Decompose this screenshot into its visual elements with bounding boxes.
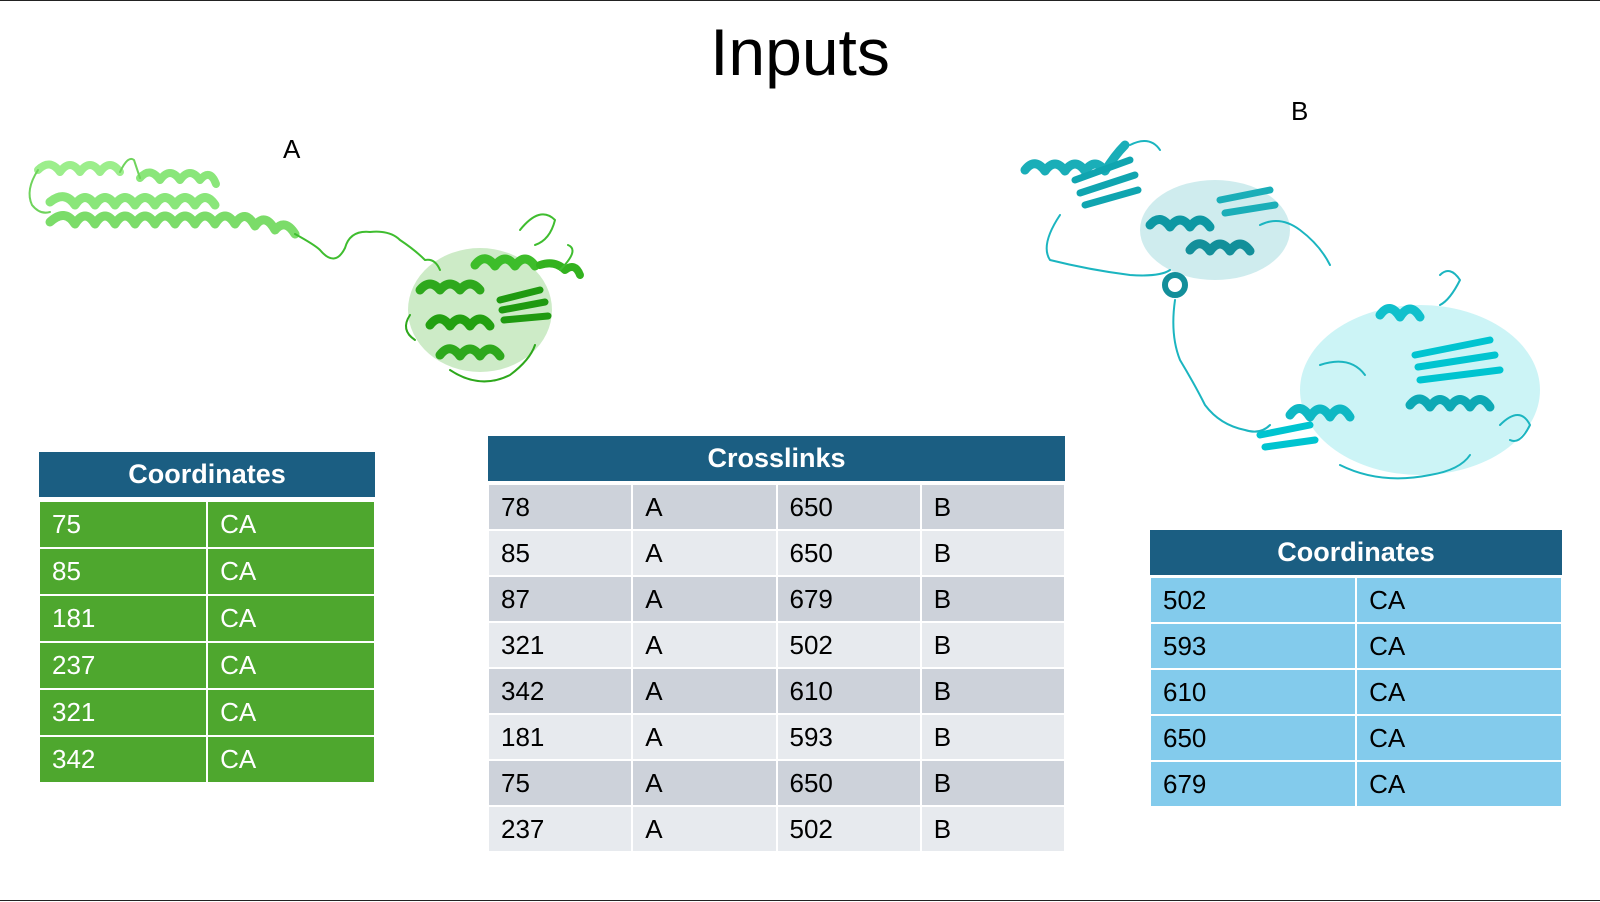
chain-b-cell: B	[919, 529, 1067, 577]
residue-cell: 75	[37, 498, 209, 549]
table-row: 342 A 610 B	[486, 667, 1067, 715]
table-row: 75 CA	[37, 498, 376, 549]
coordinates-table-a: Coordinates 75 CA 85 CA 181 CA 237 CA 321 CA …	[37, 452, 376, 784]
table-row: 237 A 502 B	[486, 805, 1067, 853]
top-border	[0, 0, 1600, 1]
table-row: 237 CA	[37, 641, 376, 690]
table-header: Crosslinks	[488, 436, 1065, 485]
protein-b-structure	[1020, 140, 1540, 480]
slide-title: Inputs	[710, 15, 890, 89]
residue-a-cell: 85	[486, 529, 634, 577]
chain-b-cell: B	[919, 667, 1067, 715]
table-row: 610 CA	[1148, 668, 1563, 716]
protein-a-label: A	[283, 134, 301, 164]
chain-a-cell: A	[631, 621, 778, 669]
bottom-border	[0, 900, 1600, 901]
protein-b-label: B	[1291, 96, 1309, 126]
residue-b-cell: 610	[775, 667, 922, 715]
residue-b-cell: 679	[775, 575, 922, 623]
atom-cell: CA	[1355, 575, 1563, 624]
atom-cell: CA	[206, 688, 376, 737]
chain-a-cell: A	[631, 805, 778, 853]
residue-b-cell: 502	[775, 621, 922, 669]
table-row: 78 A 650 B	[486, 482, 1067, 531]
table-row: 342 CA	[37, 735, 376, 784]
chain-a-cell: A	[631, 529, 778, 577]
residue-cell: 593	[1148, 622, 1358, 670]
atom-cell: CA	[206, 735, 376, 784]
atom-cell: CA	[206, 547, 376, 596]
table-row: 87 A 679 B	[486, 575, 1067, 623]
residue-a-cell: 78	[486, 482, 634, 531]
table-row: 85 CA	[37, 547, 376, 596]
table-row: 181 A 593 B	[486, 713, 1067, 761]
crosslinks-table: Crosslinks 78 A 650 B 85 A 650 B 87 A 679 B 321 A 5…	[486, 436, 1067, 853]
residue-a-cell: 342	[486, 667, 634, 715]
chain-a-cell: A	[631, 713, 778, 761]
chain-b-cell: B	[919, 575, 1067, 623]
protein-a-structure	[28, 157, 584, 383]
chain-a-cell: A	[631, 482, 778, 531]
table-row: 679 CA	[1148, 760, 1563, 808]
atom-cell: CA	[1355, 714, 1563, 762]
residue-b-cell: 593	[775, 713, 922, 761]
residue-cell: 650	[1148, 714, 1358, 762]
atom-cell: CA	[1355, 668, 1563, 716]
table-header: Coordinates	[1150, 530, 1562, 578]
chain-b-cell: B	[919, 805, 1067, 853]
table-row: 502 CA	[1148, 575, 1563, 624]
table-row: 321 A 502 B	[486, 621, 1067, 669]
table-row: 75 A 650 B	[486, 759, 1067, 807]
residue-a-cell: 181	[486, 713, 634, 761]
chain-b-cell: B	[919, 713, 1067, 761]
chain-a-cell: A	[631, 667, 778, 715]
table-header: Coordinates	[39, 452, 375, 502]
residue-cell: 610	[1148, 668, 1358, 716]
residue-a-cell: 75	[486, 759, 634, 807]
table-row: 593 CA	[1148, 622, 1563, 670]
atom-cell: CA	[206, 641, 376, 690]
table-row: 85 A 650 B	[486, 529, 1067, 577]
atom-cell: CA	[1355, 760, 1563, 808]
chain-a-cell: A	[631, 575, 778, 623]
residue-cell: 342	[37, 735, 209, 784]
chain-b-cell: B	[919, 759, 1067, 807]
chain-a-cell: A	[631, 759, 778, 807]
residue-b-cell: 502	[775, 805, 922, 853]
chain-b-cell: B	[919, 621, 1067, 669]
residue-cell: 85	[37, 547, 209, 596]
residue-b-cell: 650	[775, 759, 922, 807]
table-row: 181 CA	[37, 594, 376, 643]
coordinates-table-b: Coordinates 502 CA 593 CA 610 CA 650 CA 679 C…	[1148, 530, 1563, 808]
residue-cell: 181	[37, 594, 209, 643]
residue-cell: 502	[1148, 575, 1358, 624]
residue-a-cell: 321	[486, 621, 634, 669]
chain-b-cell: B	[919, 482, 1067, 531]
table-row: 650 CA	[1148, 714, 1563, 762]
residue-a-cell: 237	[486, 805, 634, 853]
residue-a-cell: 87	[486, 575, 634, 623]
atom-cell: CA	[1355, 622, 1563, 670]
atom-cell: CA	[206, 498, 376, 549]
table-row: 321 CA	[37, 688, 376, 737]
residue-cell: 679	[1148, 760, 1358, 808]
residue-cell: 321	[37, 688, 209, 737]
residue-b-cell: 650	[775, 529, 922, 577]
residue-cell: 237	[37, 641, 209, 690]
residue-b-cell: 650	[775, 482, 922, 531]
atom-cell: CA	[206, 594, 376, 643]
